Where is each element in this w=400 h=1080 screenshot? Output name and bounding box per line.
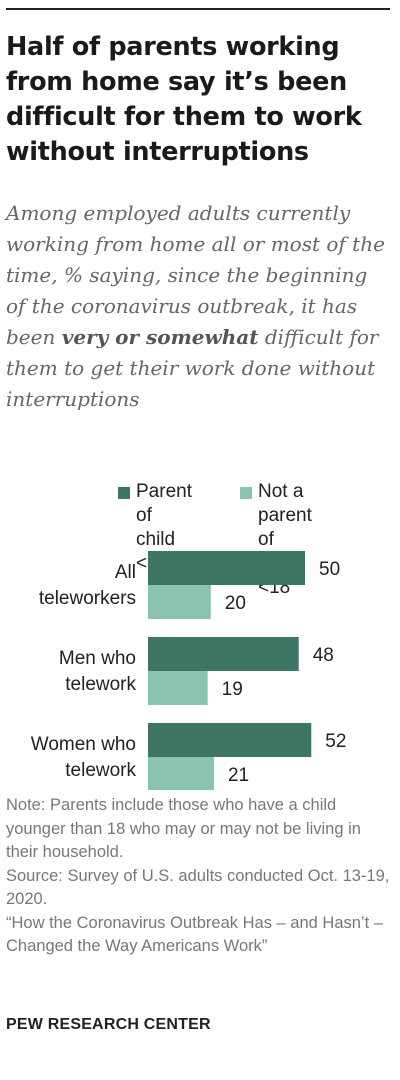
chart-notes: Note: Parents include those who have a c… — [6, 794, 391, 959]
bar-not-parent — [148, 757, 214, 790]
data-label: 19 — [222, 679, 243, 700]
subtitle-text-before: Among employed adults currently working … — [6, 201, 385, 349]
bar-not-parent — [148, 671, 208, 705]
category-label: Women who — [31, 734, 136, 755]
chart-title: Half of parents working from home say it… — [6, 32, 362, 167]
data-label: 48 — [313, 645, 334, 666]
subtitle-emphasis: very or somewhat — [61, 325, 259, 349]
legend-label-not-parent-line-1: Not a parent — [258, 481, 312, 526]
bar-not-parent — [148, 585, 211, 619]
report-title-text: “How the Coronavirus Outbreak Has – and … — [6, 913, 383, 956]
bar-parent — [148, 551, 305, 585]
chart-legend: Parent of child <18 Not a parent of chil… — [0, 480, 400, 598]
subtitle-text-after: difficult for them to get their work don… — [6, 325, 379, 411]
legend-swatch-not-parent — [240, 487, 252, 499]
legend-swatch-parent — [118, 487, 130, 499]
bar-chart: All teleworkers 50 20 Men who telework 48 19 Wom… — [31, 551, 346, 790]
chart-subtitle: Among employed adults currently working … — [6, 198, 391, 415]
legend-label-parent-line-1: Parent of — [136, 481, 192, 526]
category-label: telework — [65, 674, 136, 695]
bar-parent — [148, 637, 299, 671]
data-label: 50 — [319, 559, 340, 580]
note-text: Note: Parents include those who have a c… — [6, 796, 361, 861]
data-label: 20 — [225, 593, 246, 614]
source-text: Source: Survey of U.S. adults conducted … — [6, 866, 390, 909]
category-label: teleworkers — [39, 588, 136, 609]
category-label: All — [115, 562, 136, 583]
bar-parent — [148, 723, 312, 757]
top-rule — [6, 8, 390, 10]
pew-research-center-logo: PEW RESEARCH CENTER — [6, 1016, 211, 1033]
data-label: 21 — [228, 765, 249, 786]
category-label: telework — [65, 760, 136, 781]
data-label: 52 — [325, 731, 346, 752]
category-label: Men who — [59, 648, 136, 669]
